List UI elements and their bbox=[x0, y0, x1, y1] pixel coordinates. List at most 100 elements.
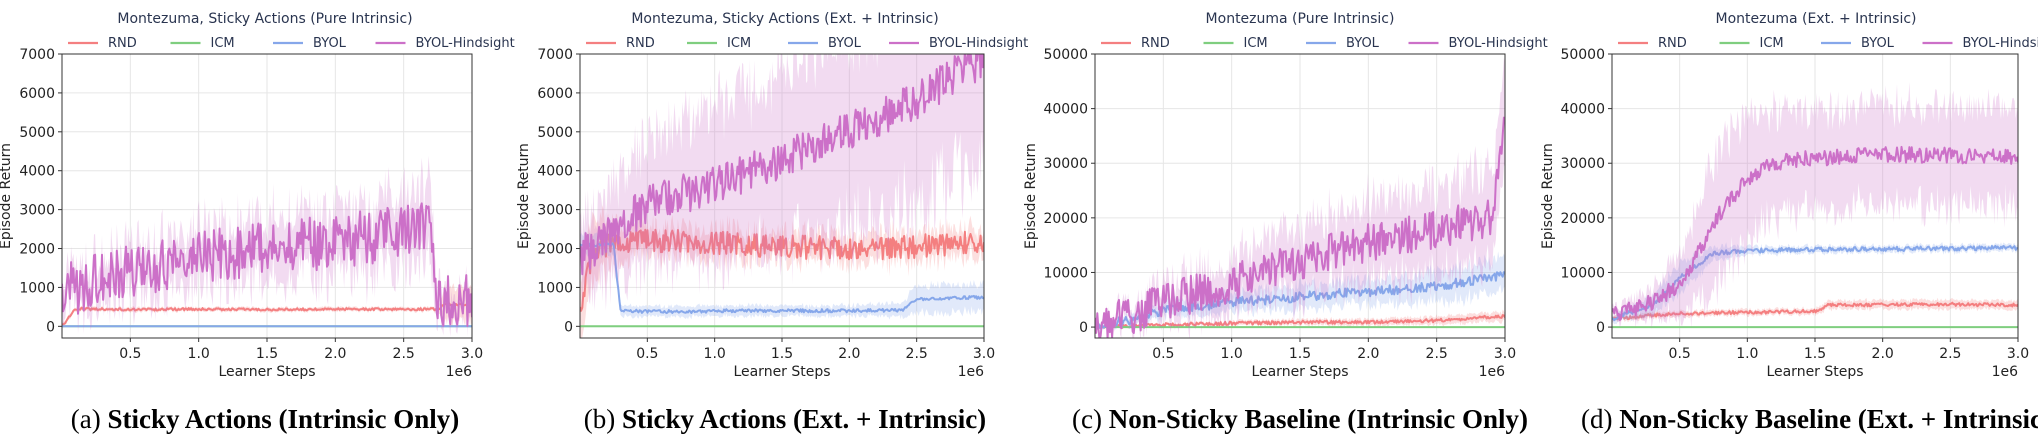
legend-label-byol: BYOL bbox=[1346, 36, 1380, 51]
y-tick-label: 4000 bbox=[19, 164, 55, 180]
x-tick-label: 2.0 bbox=[1872, 346, 1894, 362]
x-tick-label: 0.5 bbox=[119, 346, 141, 362]
chart-panel-1: Montezuma, Sticky Actions (Pure Intrinsi… bbox=[0, 11, 515, 434]
band-byol-hindsight bbox=[1612, 82, 2018, 329]
caption-title: Sticky Actions (Intrinsic Only) bbox=[107, 404, 459, 434]
x-tick-label: 1.5 bbox=[256, 346, 278, 362]
plot-area bbox=[1095, 57, 1505, 338]
subfigure-caption: (b) Sticky Actions (Ext. + Intrinsic) bbox=[584, 404, 986, 434]
y-tick-label: 6000 bbox=[537, 86, 573, 102]
y-tick-label: 4000 bbox=[537, 164, 573, 180]
chart-title: Montezuma, Sticky Actions (Ext. + Intrin… bbox=[631, 11, 938, 27]
legend-label-rnd: RND bbox=[1658, 36, 1687, 51]
x-tick-label: 1.0 bbox=[188, 346, 210, 362]
y-tick-label: 1000 bbox=[537, 280, 573, 296]
x-axis-multiplier: 1e6 bbox=[1479, 364, 1506, 380]
y-axis-label: Episode Return bbox=[1023, 143, 1039, 249]
y-axis-label: Episode Return bbox=[1540, 143, 1556, 249]
series-line-rnd bbox=[1095, 314, 1505, 330]
series-line-byol-hindsight bbox=[1612, 145, 2018, 321]
chart-panel-2: Montezuma, Sticky Actions (Ext. + Intrin… bbox=[516, 11, 1028, 434]
y-tick-label: 2000 bbox=[19, 242, 55, 258]
x-tick-label: 2.0 bbox=[324, 346, 346, 362]
y-tick-label: 0 bbox=[564, 319, 573, 335]
subfigure-caption: (c) Non-Sticky Baseline (Intrinsic Only) bbox=[1072, 404, 1528, 434]
legend-label-byol: BYOL bbox=[1861, 36, 1895, 51]
y-tick-label: 7000 bbox=[19, 47, 55, 63]
caption-title: Sticky Actions (Ext. + Intrinsic) bbox=[622, 404, 986, 434]
legend-label-rnd: RND bbox=[108, 36, 137, 51]
y-tick-label: 0 bbox=[1079, 320, 1088, 336]
band-byol bbox=[1612, 242, 2018, 325]
plot-area bbox=[62, 155, 472, 337]
x-tick-label: 3.0 bbox=[2007, 346, 2029, 362]
legend-label-icm: ICM bbox=[727, 36, 751, 51]
x-tick-label: 0.5 bbox=[636, 346, 658, 362]
x-tick-label: 1.0 bbox=[704, 346, 726, 362]
x-tick-label: 0.5 bbox=[1152, 346, 1174, 362]
caption-prefix: (a) bbox=[71, 404, 108, 434]
y-axis-label: Episode Return bbox=[516, 143, 532, 249]
series-line-byol bbox=[580, 242, 984, 315]
legend-label-byol-hindsight: BYOL-Hindsight bbox=[929, 36, 1028, 51]
caption-prefix: (b) bbox=[584, 404, 622, 434]
y-tick-label: 5000 bbox=[537, 125, 573, 141]
x-tick-label: 1.5 bbox=[771, 346, 793, 362]
x-tick-label: 3.0 bbox=[461, 346, 483, 362]
x-tick-label: 2.0 bbox=[838, 346, 860, 362]
x-tick-label: 1.0 bbox=[1736, 346, 1758, 362]
y-tick-label: 1000 bbox=[19, 280, 55, 296]
x-tick-label: 3.0 bbox=[1494, 346, 1516, 362]
series-line-byol bbox=[1095, 271, 1505, 330]
x-axis-label: Learner Steps bbox=[733, 364, 830, 380]
series-line-byol bbox=[1612, 244, 2018, 322]
y-tick-label: 50000 bbox=[1043, 47, 1088, 63]
caption-prefix: (d) bbox=[1581, 404, 1619, 434]
caption-prefix: (c) bbox=[1072, 404, 1109, 434]
series-line-byol-hindsight bbox=[62, 202, 472, 327]
legend-label-rnd: RND bbox=[1141, 36, 1170, 51]
y-tick-label: 2000 bbox=[537, 242, 573, 258]
chart-panel-4: Montezuma (Ext. + Intrinsic) RND ICM BYOL BY… bbox=[1540, 11, 2038, 434]
chart-title: Montezuma, Sticky Actions (Pure Intrinsi… bbox=[117, 11, 412, 27]
chart-title: Montezuma (Ext. + Intrinsic) bbox=[1715, 11, 1916, 27]
y-tick-label: 50000 bbox=[1560, 47, 1605, 63]
plot-area bbox=[1612, 82, 2018, 329]
series-line-byol-hindsight bbox=[580, 54, 984, 276]
band-byol-hindsight bbox=[1095, 57, 1505, 338]
caption-title: Non-Sticky Baseline (Intrinsic Only) bbox=[1109, 404, 1528, 434]
y-tick-label: 10000 bbox=[1043, 265, 1088, 281]
y-tick-label: 10000 bbox=[1560, 265, 1605, 281]
band-byol bbox=[1095, 251, 1505, 331]
x-tick-label: 2.5 bbox=[1939, 346, 1961, 362]
band-byol-hindsight bbox=[62, 155, 472, 337]
y-tick-label: 3000 bbox=[19, 203, 55, 219]
x-tick-label: 2.5 bbox=[906, 346, 928, 362]
caption-title: Non-Sticky Baseline (Ext. + Intrinsic) bbox=[1619, 404, 2038, 434]
y-tick-label: 30000 bbox=[1560, 156, 1605, 172]
subfigure-caption: (a) Sticky Actions (Intrinsic Only) bbox=[71, 404, 460, 434]
legend-label-byol-hindsight: BYOL-Hindsight bbox=[1449, 36, 1548, 51]
legend-label-icm: ICM bbox=[1760, 36, 1784, 51]
y-tick-label: 40000 bbox=[1043, 102, 1088, 118]
x-axis-label: Learner Steps bbox=[1251, 364, 1348, 380]
series-line-rnd bbox=[1612, 301, 2018, 321]
legend-label-icm: ICM bbox=[211, 36, 235, 51]
y-tick-label: 3000 bbox=[537, 203, 573, 219]
series-line-rnd bbox=[580, 228, 984, 312]
chart-title: Montezuma (Pure Intrinsic) bbox=[1206, 11, 1395, 27]
y-tick-label: 20000 bbox=[1560, 211, 1605, 227]
y-tick-label: 6000 bbox=[19, 86, 55, 102]
x-axis-multiplier: 1e6 bbox=[1992, 364, 2019, 380]
y-tick-label: 0 bbox=[1596, 320, 1605, 336]
y-tick-label: 5000 bbox=[19, 125, 55, 141]
chart-panel-3: Montezuma (Pure Intrinsic) RND ICM BYOL BYOL… bbox=[1023, 11, 1548, 434]
x-axis-label: Learner Steps bbox=[218, 364, 315, 380]
legend-label-byol-hindsight: BYOL-Hindsight bbox=[416, 36, 515, 51]
x-axis-multiplier: 1e6 bbox=[446, 364, 473, 380]
legend-label-byol: BYOL bbox=[828, 36, 862, 51]
y-axis-label: Episode Return bbox=[0, 143, 14, 249]
y-tick-label: 20000 bbox=[1043, 211, 1088, 227]
x-tick-label: 0.5 bbox=[1669, 346, 1691, 362]
